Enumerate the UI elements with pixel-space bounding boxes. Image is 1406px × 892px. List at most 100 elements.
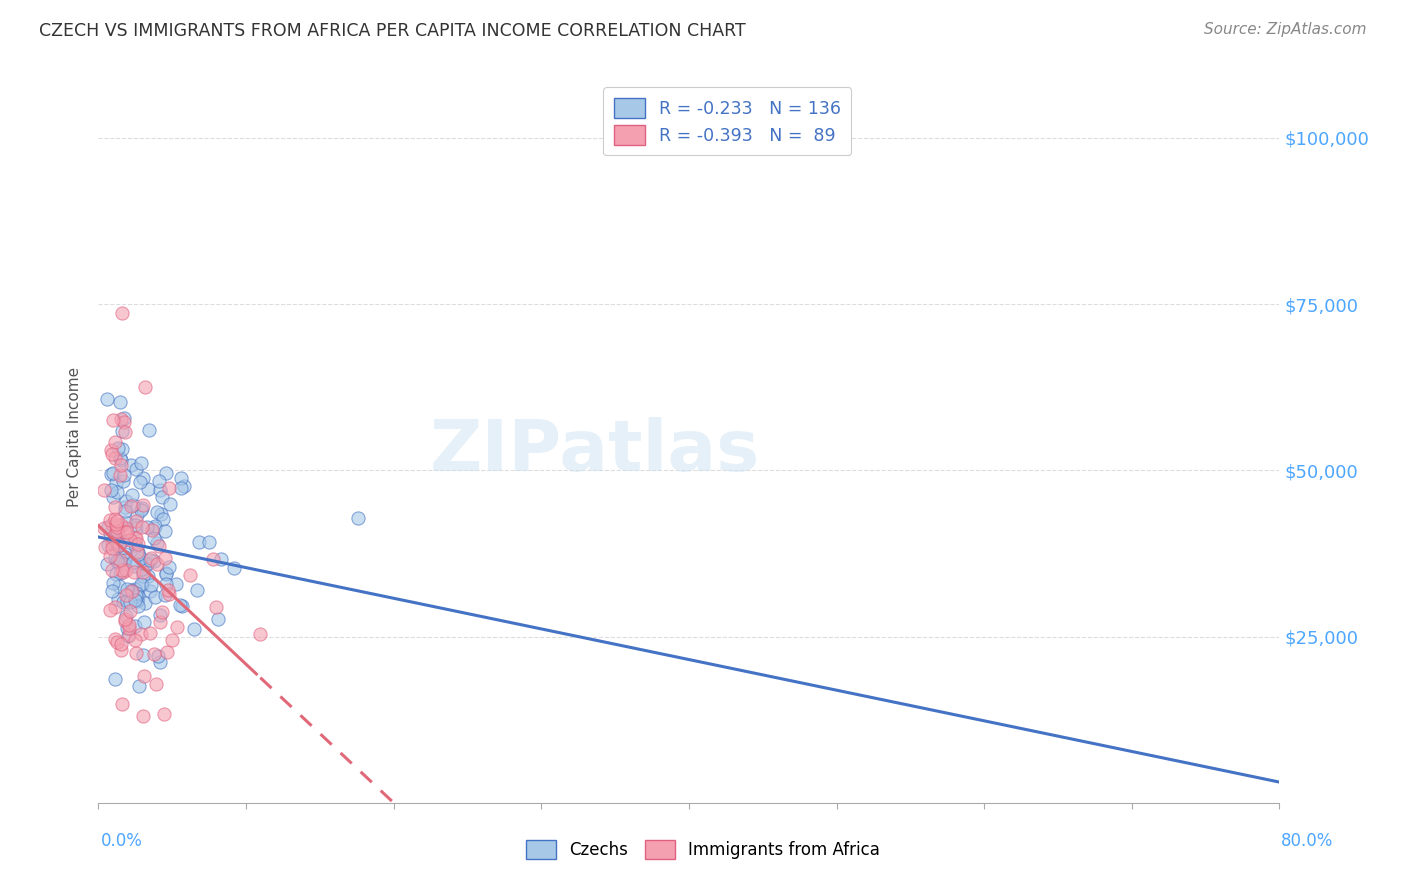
Point [111,533,134,547]
Point [152,512,174,526]
Point [114,563,136,577]
Point [121,498,143,512]
Point [105,485,128,500]
Point [150,507,173,521]
Point [131,562,153,576]
Point [118,595,141,609]
Point [124,618,146,632]
Point [108,538,131,552]
Point [159,481,181,495]
Point [125,521,148,535]
Point [122,555,145,569]
Point [222,561,245,575]
Point [111,565,134,579]
Point [121,488,143,502]
Point [139,578,162,592]
Point [98,603,121,617]
Point [107,592,129,607]
Point [125,594,148,608]
Point [108,467,131,482]
Point [101,412,124,426]
Point [132,565,155,579]
Point [108,553,131,567]
Point [103,600,125,615]
Text: ZIPatlas: ZIPatlas [429,417,759,486]
Point [110,643,132,657]
Point [107,441,129,455]
Point [112,415,135,429]
Point [197,534,219,549]
Point [131,500,153,515]
Point [120,458,142,472]
Point [120,584,142,599]
Point [98,549,121,563]
Point [125,461,148,475]
Point [104,517,127,532]
Point [128,680,150,694]
Point [153,707,176,722]
Point [142,521,165,535]
Point [155,524,177,538]
Point [100,442,122,457]
Point [127,537,149,551]
Point [132,498,155,512]
Point [155,576,177,591]
Point [117,629,139,643]
Point [108,556,131,570]
Point [112,557,135,571]
Point [124,536,146,550]
Point [101,447,124,461]
Point [114,550,136,565]
Point [101,576,124,591]
Point [104,476,127,491]
Point [129,627,152,641]
Point [124,531,146,545]
Point [139,583,162,598]
Point [132,669,155,683]
Point [100,467,122,481]
Point [129,550,152,565]
Point [105,567,128,582]
Point [104,551,127,566]
Point [209,551,232,566]
Point [115,524,138,539]
Point [120,582,142,597]
Point [122,565,145,579]
Point [145,505,167,519]
Point [101,533,124,548]
Point [118,628,141,642]
Point [110,412,132,426]
Point [105,535,128,549]
Point [139,626,162,640]
Point [98,513,121,527]
Point [94,540,117,554]
Point [118,621,141,635]
Point [127,545,149,559]
Point [105,524,128,538]
Point [101,517,124,532]
Point [145,676,167,690]
Point [108,566,131,580]
Point [125,545,148,559]
Point [97,538,120,552]
Point [149,607,172,622]
Point [111,442,134,457]
Point [146,648,169,663]
Point [115,582,138,597]
Point [104,511,127,525]
Point [139,550,162,565]
Point [205,600,228,615]
Point [131,578,153,592]
Point [129,577,152,591]
Point [96,557,118,571]
Point [112,467,135,482]
Point [148,475,170,489]
Point [157,587,180,601]
Point [108,519,131,533]
Point [156,645,179,659]
Point [169,598,191,612]
Point [346,510,368,524]
Point [117,593,139,607]
Point [114,615,136,629]
Point [93,521,115,535]
